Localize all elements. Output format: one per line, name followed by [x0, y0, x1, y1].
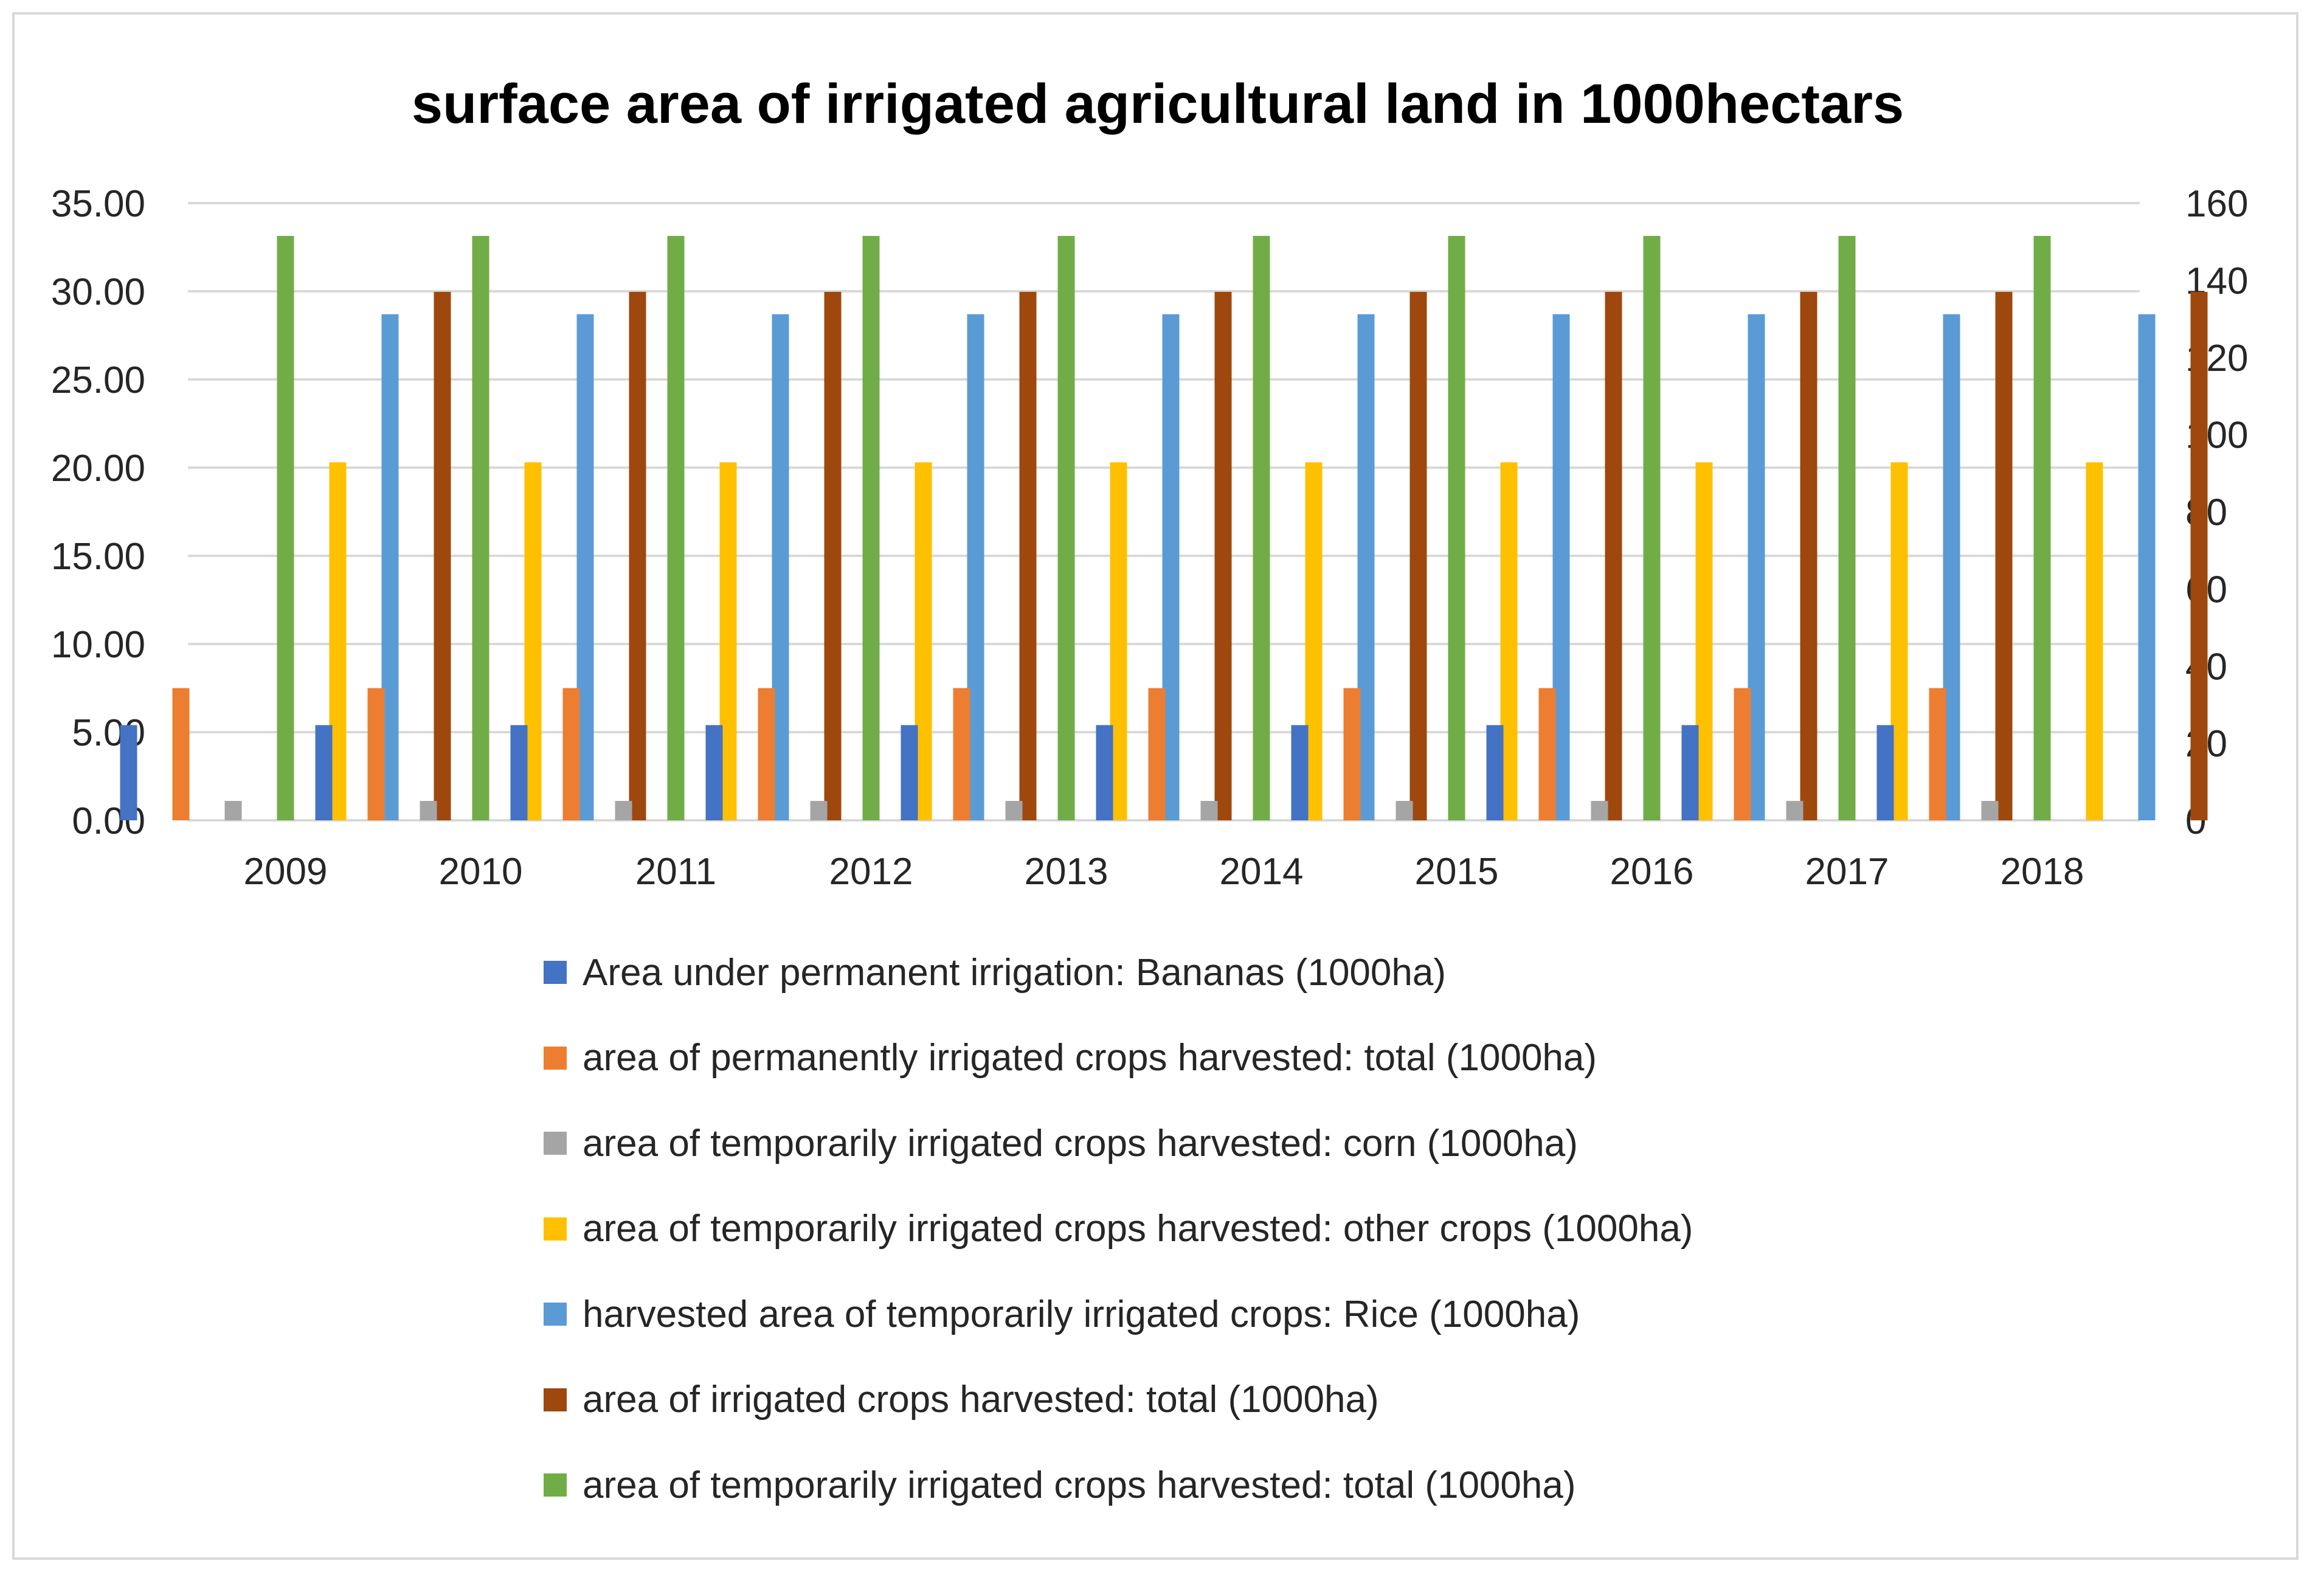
bar — [172, 688, 190, 820]
bar — [1395, 801, 1413, 820]
legend-item: Area under permanent irrigation: Bananas… — [544, 945, 1446, 1000]
bar — [1981, 801, 1999, 820]
left-tick-label: 10.00 — [51, 624, 145, 666]
bar — [562, 688, 580, 820]
bar — [1409, 291, 1427, 820]
bar — [1681, 725, 1699, 820]
bar — [1200, 801, 1218, 820]
legend-item: area of permanently irrigated crops harv… — [544, 1031, 1597, 1085]
bar — [224, 801, 242, 820]
x-tick-label: 2012 — [829, 851, 913, 893]
left-tick-label: 20.00 — [51, 448, 145, 490]
legend-label: area of permanently irrigated crops harv… — [583, 1037, 1597, 1079]
legend-swatch — [544, 1217, 567, 1241]
bar — [629, 291, 646, 820]
legend-item: area of irrigated crops harvested: total… — [544, 1372, 1379, 1427]
legend-item: harvested area of temporarily irrigated … — [544, 1287, 1580, 1341]
bar — [2086, 462, 2103, 820]
bar — [758, 688, 775, 820]
legend-swatch — [544, 961, 567, 984]
bar — [2138, 314, 2156, 820]
bar — [2033, 235, 2051, 820]
x-tick-label: 2016 — [1610, 851, 1694, 893]
bar — [315, 725, 333, 820]
bar — [1343, 688, 1361, 820]
bar — [2190, 291, 2208, 820]
bar — [420, 801, 437, 820]
bar — [120, 725, 137, 820]
bar — [901, 725, 918, 820]
bar — [824, 291, 842, 820]
bar — [472, 235, 489, 820]
bar — [277, 235, 294, 820]
x-axis-ticks: 2009 2010 2011 2012 2013 2014 2015 2016 2017 2018 — [244, 851, 2084, 893]
legend-swatch — [544, 1046, 567, 1070]
bar — [510, 725, 528, 820]
bar — [1838, 235, 1856, 820]
x-tick-label: 2009 — [244, 851, 328, 893]
legend-item: area of temporarily irrigated crops harv… — [544, 1458, 1576, 1512]
bar — [953, 688, 970, 820]
chart-title: surface area of irrigated agricultural l… — [411, 73, 1904, 135]
bar — [667, 235, 685, 820]
bar — [1591, 801, 1608, 820]
x-tick-label: 2015 — [1415, 851, 1499, 893]
bar — [1253, 235, 1270, 820]
bar — [1148, 688, 1166, 820]
bar — [1448, 235, 1465, 820]
bar — [1214, 291, 1232, 820]
left-tick-label: 25.00 — [51, 359, 145, 401]
left-tick-label: 35.00 — [51, 183, 145, 225]
x-tick-label: 2014 — [1220, 851, 1304, 893]
legend-label: harvested area of temporarily irrigated … — [583, 1293, 1580, 1335]
bar — [1057, 235, 1075, 820]
x-tick-label: 2010 — [439, 851, 523, 893]
bar — [1096, 725, 1113, 820]
bar — [1291, 725, 1309, 820]
bar — [1643, 235, 1661, 820]
bar — [1734, 688, 1751, 820]
legend-swatch — [544, 1303, 567, 1326]
bar — [1786, 801, 1804, 820]
bar — [1929, 688, 1946, 820]
legend-swatch — [544, 1388, 567, 1411]
x-tick-label: 2011 — [635, 851, 716, 893]
bar — [1876, 725, 1894, 820]
bar — [434, 291, 451, 820]
bar — [1005, 801, 1023, 820]
bars — [120, 235, 2208, 820]
legend-item: area of temporarily irrigated crops harv… — [544, 1116, 1578, 1171]
left-tick-label: 30.00 — [51, 271, 145, 313]
bar — [705, 725, 723, 820]
legend-label: Area under permanent irrigation: Bananas… — [583, 951, 1447, 994]
legend-label: area of irrigated crops harvested: total… — [583, 1379, 1379, 1421]
legend-swatch — [544, 1132, 567, 1155]
bar — [1800, 291, 1817, 820]
x-tick-label: 2013 — [1025, 851, 1108, 893]
bar — [1019, 291, 1037, 820]
bar — [615, 801, 632, 820]
bar — [367, 688, 385, 820]
bar — [1486, 725, 1504, 820]
bar — [1995, 291, 2013, 820]
x-tick-label: 2018 — [2001, 851, 2084, 893]
legend-swatch — [544, 1473, 567, 1497]
legend-label: area of temporarily irrigated crops harv… — [583, 1122, 1578, 1165]
left-tick-label: 15.00 — [51, 536, 145, 578]
legend-item: area of temporarily irrigated crops harv… — [544, 1202, 1693, 1256]
bar — [810, 801, 828, 820]
legend-label: area of temporarily irrigated crops harv… — [583, 1208, 1693, 1250]
bar — [1538, 688, 1556, 820]
bar — [1605, 291, 1622, 820]
x-tick-label: 2017 — [1805, 851, 1889, 893]
legend-label: area of temporarily irrigated crops harv… — [583, 1464, 1576, 1506]
chart-frame: surface area of irrigated agricultural l… — [12, 12, 2298, 1560]
bar — [862, 235, 880, 820]
right-tick-label: 160 — [2185, 183, 2248, 225]
